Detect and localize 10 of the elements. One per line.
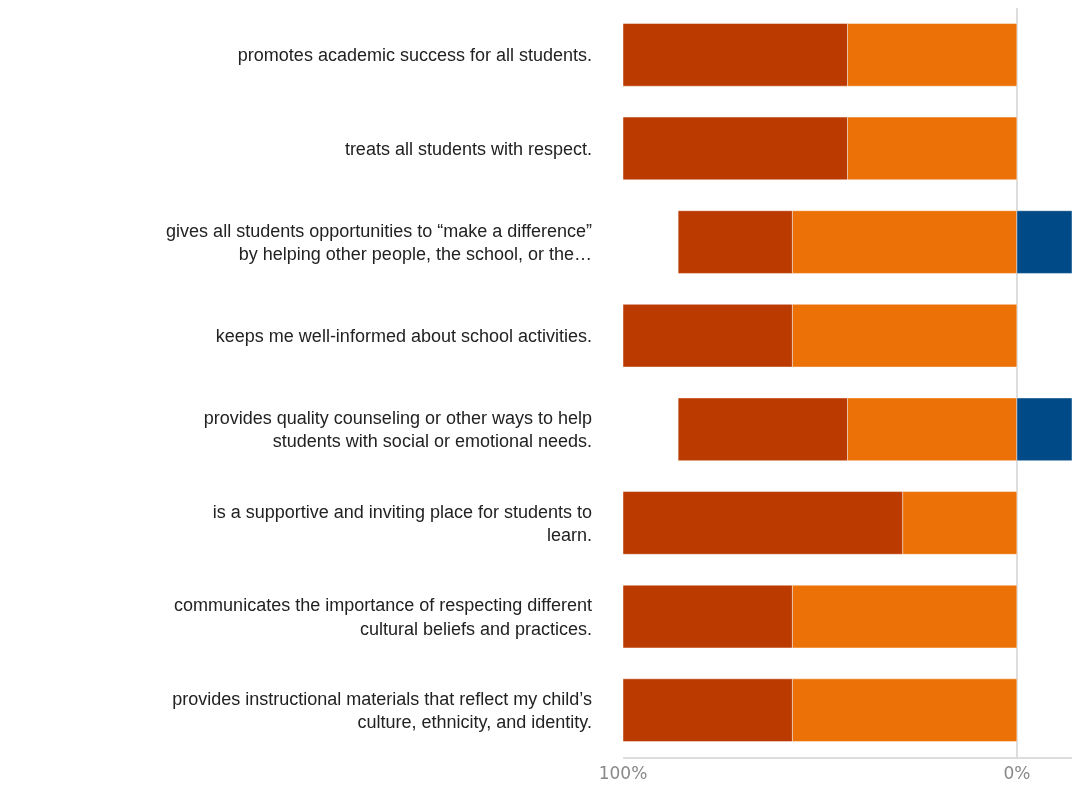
y-tick-label: provides quality counseling or other ways to help students with social or emotional needs. (203, 407, 592, 452)
y-tick-label: promotes academic success for all students. (237, 45, 592, 66)
y-tick-label: provides instructional materials that reflect my child’s culture, ethnicity, and identity. (172, 688, 592, 733)
y-tick-label: is a supportive and inviting place for students to learn. (212, 501, 592, 545)
x-tick-label: 100% (598, 763, 648, 784)
y-tick-label: treats all students with respect. (344, 138, 592, 159)
x-tick-label: 0% (1003, 763, 1031, 784)
y-tick-label: keeps me well-informed about school activities. (215, 325, 592, 346)
y-tick-label: communicates the importance of respecting different cultural beliefs and practices. (174, 595, 592, 639)
y-tick-label: gives all students opportunities to “make a difference” by helping other people, the school, or the… (166, 220, 592, 265)
